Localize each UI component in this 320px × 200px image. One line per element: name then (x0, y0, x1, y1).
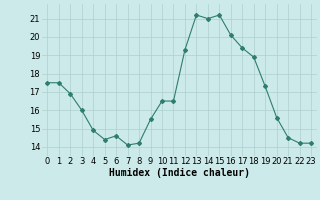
X-axis label: Humidex (Indice chaleur): Humidex (Indice chaleur) (109, 168, 250, 178)
